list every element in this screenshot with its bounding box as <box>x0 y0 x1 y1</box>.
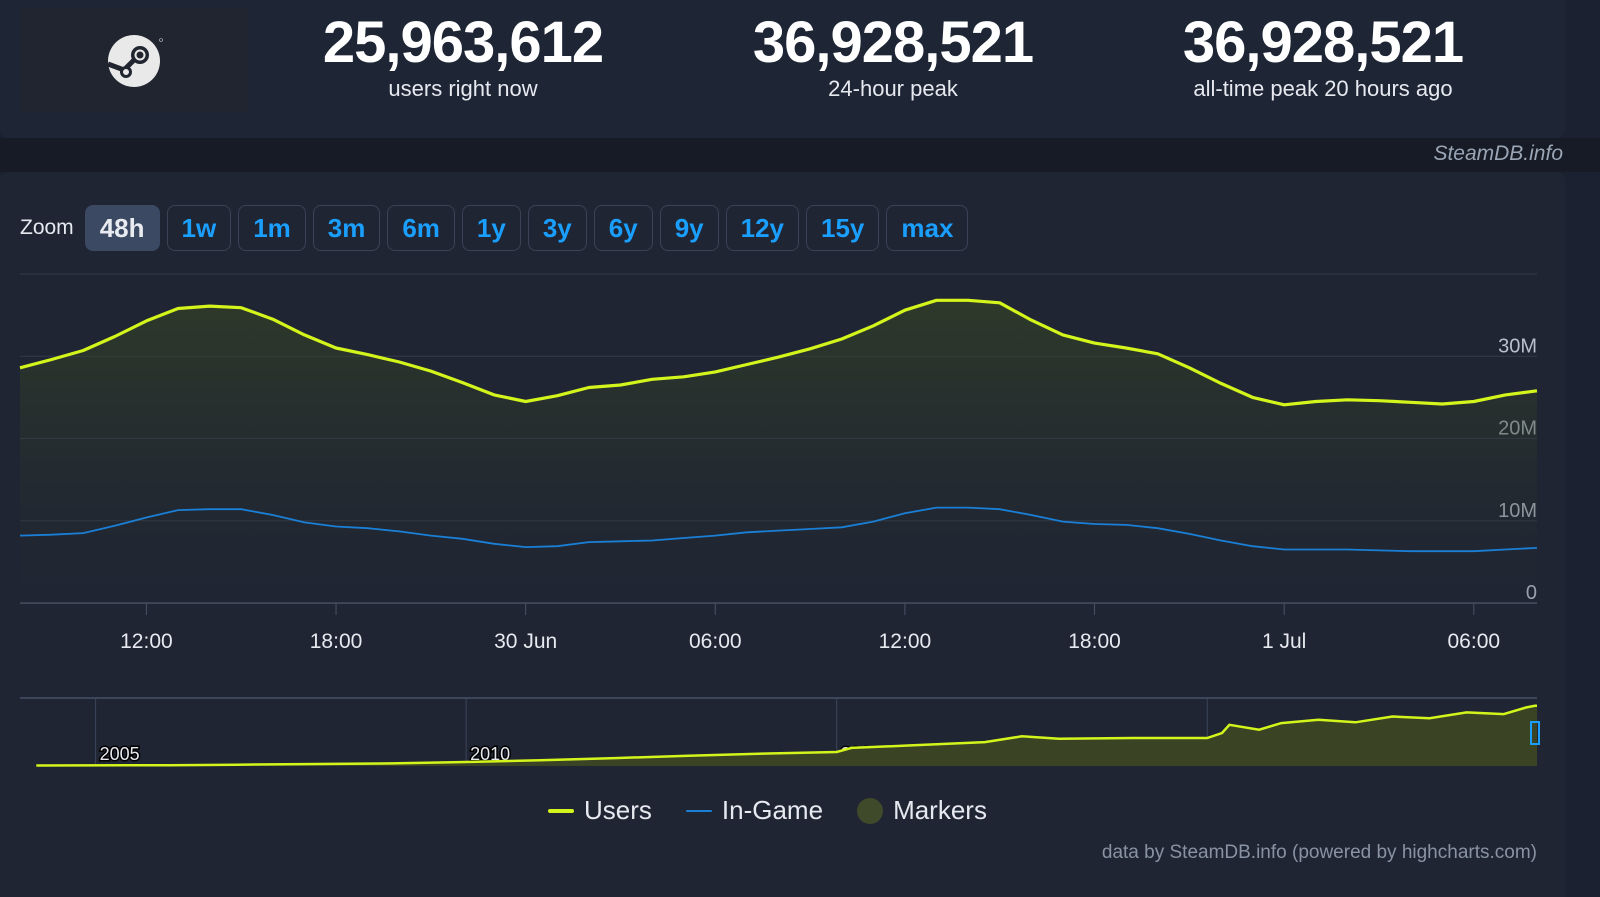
x-tick-label: 12:00 <box>879 630 932 653</box>
navigator-handle[interactable] <box>1530 721 1540 745</box>
zoom-button-max[interactable]: max <box>886 205 969 251</box>
stat-label: all-time peak 20 hours ago <box>1193 76 1453 101</box>
stat-label: 24-hour peak <box>828 76 958 101</box>
navigator-year-label: 2010 <box>470 744 510 764</box>
x-tick-label: 30 Jun <box>494 630 557 653</box>
markers-swatch <box>857 797 884 824</box>
steam-icon <box>107 35 163 87</box>
zoom-button-9y[interactable]: 9y <box>659 205 719 251</box>
legend: Users In-Game Markers <box>548 795 987 826</box>
legend-label: Markers <box>893 795 987 825</box>
zoom-button-12y[interactable]: 12y <box>725 205 799 251</box>
legend-item-ingame[interactable]: In-Game <box>685 795 824 826</box>
x-tick-label: 12:00 <box>120 630 173 653</box>
credit-link[interactable]: SteamDB.info <box>1433 142 1563 165</box>
x-tick-label: 06:00 <box>689 630 742 653</box>
navigator-year-label: 2005 <box>100 744 140 764</box>
zoom-button-1w[interactable]: 1w <box>166 205 232 251</box>
users-line <box>19 298 1538 407</box>
x-tick-label: 1 Jul <box>1262 630 1306 653</box>
legend-item-markers[interactable]: Markers <box>857 795 987 826</box>
zoom-button-48h[interactable]: 48h <box>84 205 160 251</box>
zoom-button-3y[interactable]: 3y <box>527 205 587 251</box>
zoom-button-3m[interactable]: 3m <box>312 205 381 251</box>
zoom-selector: Zoom 48h 1w 1m 3m 6m 1y 3y 6y 9y 12y 15y max <box>20 205 969 251</box>
zoom-button-1y[interactable]: 1y <box>461 205 521 251</box>
users-swatch <box>548 808 574 813</box>
x-tick-label: 06:00 <box>1448 630 1501 653</box>
stat-24h-peak: 36,928,521 24-hour peak <box>703 10 1083 102</box>
y-tick-label: 30M <box>1498 335 1537 357</box>
zoom-button-15y[interactable]: 15y <box>806 205 880 251</box>
ingame-swatch <box>685 809 712 812</box>
zoom-label: Zoom <box>20 216 74 239</box>
zoom-button-6m[interactable]: 6m <box>387 205 455 251</box>
zoom-button-6y[interactable]: 6y <box>593 205 653 251</box>
x-tick-label: 18:00 <box>310 630 363 653</box>
stats-header: 25,963,612 users right now 36,928,521 24… <box>0 0 1565 138</box>
steam-logo <box>20 8 248 112</box>
stat-value: 25,963,612 <box>322 10 604 75</box>
users-area <box>20 300 1537 603</box>
navigator-area <box>36 705 1537 766</box>
navigator-line <box>36 704 1537 767</box>
legend-label: Users <box>584 795 652 825</box>
zoom-button-1m[interactable]: 1m <box>238 205 306 251</box>
legend-item-users[interactable]: Users <box>548 795 652 826</box>
ingame-line <box>19 506 1538 553</box>
stat-value: 36,928,521 <box>1182 10 1464 75</box>
x-tick-label: 18:00 <box>1068 630 1121 653</box>
stat-label: users right now <box>388 76 538 101</box>
divider-band <box>0 138 1600 172</box>
stat-all-time-peak: 36,928,521 all-time peak 20 hours ago <box>1133 10 1513 102</box>
footer-credit[interactable]: data by SteamDB.info (powered by highcha… <box>1101 842 1537 863</box>
stat-value: 36,928,521 <box>752 10 1034 75</box>
legend-label: In-Game <box>721 795 824 825</box>
stat-users-now: 25,963,612 users right now <box>273 10 653 102</box>
